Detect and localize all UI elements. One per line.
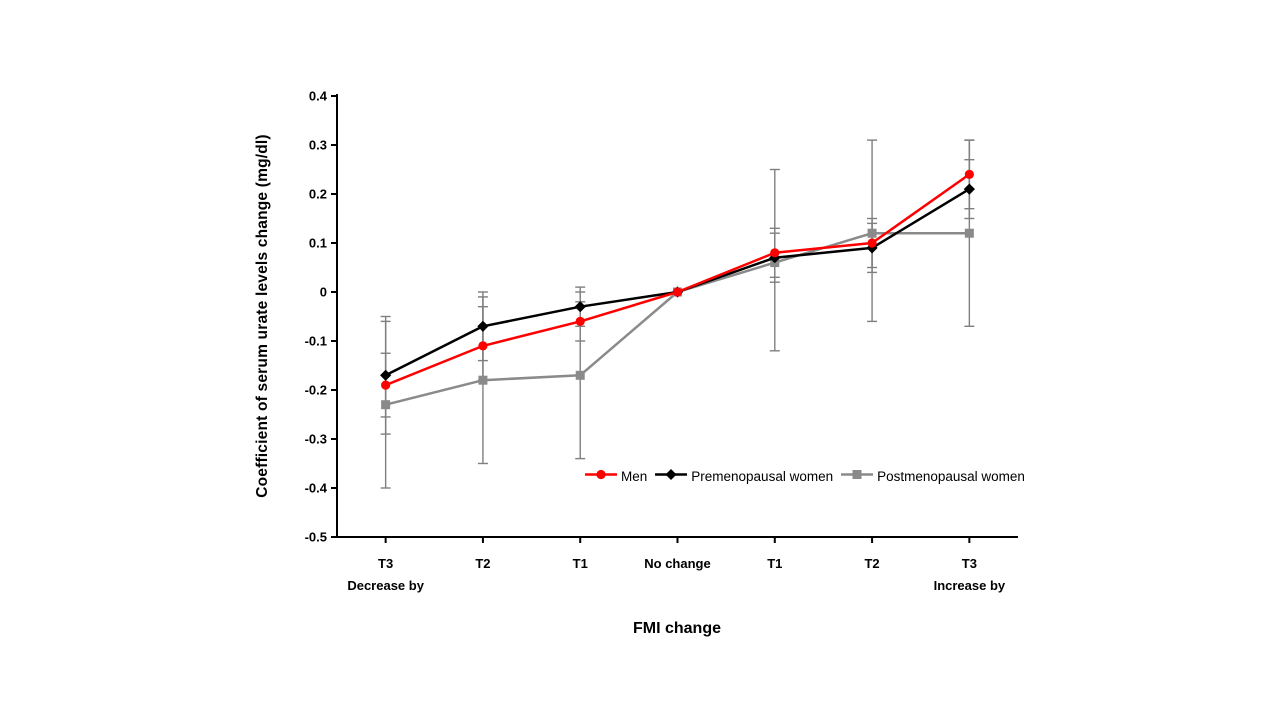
y-tick-label: 0	[320, 285, 327, 300]
data-point-diamond	[380, 369, 392, 381]
data-point-diamond	[769, 252, 781, 264]
y-tick-label: -0.3	[305, 432, 327, 447]
data-point-square	[381, 400, 391, 410]
x-category-label: T2	[475, 556, 490, 571]
data-point-diamond	[477, 320, 489, 332]
x-category-label: T1	[573, 556, 588, 571]
y-tick-label: 0.3	[309, 138, 327, 153]
data-point-square	[478, 375, 488, 385]
legend-item-postmenopausal-women: Postmenopausal women	[840, 468, 1025, 484]
y-tick-label: 0.1	[309, 236, 327, 251]
series-line-premenopausal-women	[384, 187, 971, 377]
data-point-circle	[867, 238, 877, 248]
series-line-postmenopausal-women	[384, 231, 971, 406]
y-tick-label: -0.5	[305, 530, 327, 545]
x-category-label: T2	[864, 556, 879, 571]
legend-item-premenopausal-women: Premenopausal women	[654, 468, 833, 484]
x-category-label: T3	[378, 556, 393, 571]
data-point-square	[575, 370, 585, 380]
series-line-men	[384, 173, 971, 387]
data-point-circle	[964, 169, 974, 179]
legend-label-men: Men	[621, 468, 648, 484]
data-point-square	[867, 228, 877, 238]
data-point-circle	[672, 287, 683, 297]
data-point-circle	[478, 341, 488, 351]
axes	[331, 94, 1018, 543]
legend-label-premenopausal-women: Premenopausal women	[691, 468, 834, 484]
legend-item-men: Men	[584, 468, 647, 484]
data-point-circle	[770, 248, 780, 258]
data-point-diamond	[574, 301, 586, 313]
y-tick-label: 0.4	[309, 89, 328, 104]
x-category-label: T3	[962, 556, 977, 571]
data-point-square	[964, 228, 974, 238]
y-tick-label: -0.4	[305, 481, 328, 496]
x-axis-title: FMI change	[632, 620, 722, 637]
legend: Men Premenopausal women Postmenopausal w…	[584, 468, 1025, 484]
error-bars	[380, 139, 975, 489]
y-tick-label: -0.2	[305, 383, 327, 398]
series-postmenopausal-women	[381, 228, 974, 410]
y-axis-title: Coefficient of serum urate levels change…	[254, 134, 271, 498]
series-men	[381, 169, 974, 390]
x-category-label: T1	[767, 556, 782, 571]
postmenopausal-line-square-icon	[840, 468, 874, 484]
data-point-circle	[381, 380, 391, 390]
x-category-sublabel: Increase by	[934, 578, 1006, 593]
premenopausal-line-diamond-icon	[654, 468, 688, 484]
data-point-circle	[575, 316, 585, 326]
y-tick-label: -0.1	[305, 334, 327, 349]
legend-label-postmenopausal-women: Postmenopausal women	[877, 468, 1025, 484]
men-line-circle-icon	[584, 468, 618, 484]
data-point-diamond	[963, 183, 975, 195]
y-tick-label: 0.2	[309, 187, 327, 202]
x-category-label: No change	[644, 556, 710, 571]
x-category-sublabel: Decrease by	[347, 578, 424, 593]
